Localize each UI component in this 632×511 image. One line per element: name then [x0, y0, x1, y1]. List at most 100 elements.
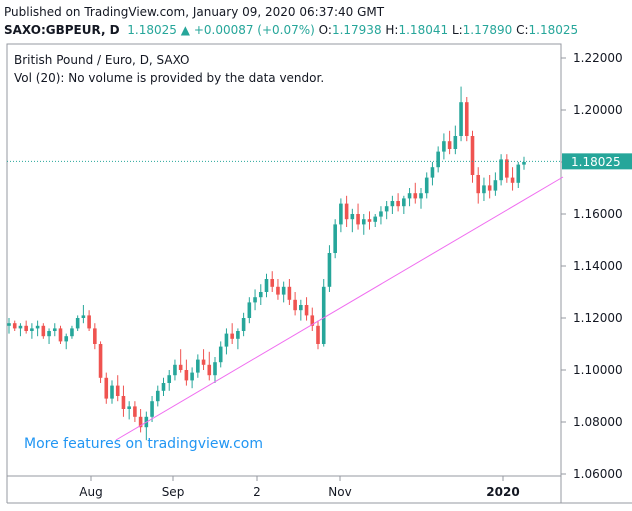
candle-body — [327, 253, 332, 287]
candle-body — [356, 214, 360, 225]
candle — [224, 328, 229, 355]
candle — [115, 375, 120, 402]
candle-body — [178, 364, 183, 370]
candle-body — [464, 102, 469, 136]
candle-body — [339, 203, 343, 225]
candle — [281, 281, 286, 303]
candle — [493, 172, 498, 196]
candle — [516, 162, 521, 188]
candle-body — [52, 328, 57, 331]
candle-body — [499, 159, 503, 181]
candle-body — [93, 328, 97, 344]
low-value: 1.17890 — [462, 23, 513, 37]
low-key: L: — [451, 23, 463, 37]
candle-body — [7, 323, 11, 326]
candle — [373, 214, 378, 227]
candle-body — [87, 315, 91, 329]
candle — [310, 307, 315, 331]
candle-body — [516, 164, 521, 183]
candle-body — [276, 286, 280, 295]
candle-body — [310, 315, 315, 326]
candle-body — [224, 333, 229, 347]
candle — [12, 320, 17, 331]
candle-body — [196, 359, 200, 373]
candle — [293, 292, 297, 316]
open-key: O: — [318, 23, 332, 37]
candle-body — [493, 180, 498, 191]
time-axis[interactable]: Aug Sep 2 Nov 2020 — [79, 476, 520, 499]
candle — [316, 320, 320, 350]
candle — [367, 211, 372, 230]
candle-body — [75, 318, 80, 329]
candle — [81, 305, 86, 324]
candle-body — [247, 302, 252, 318]
price-tick-label: 1.10000 — [573, 363, 623, 377]
candle — [413, 182, 418, 204]
candle-body — [402, 198, 406, 207]
candle-body — [173, 364, 177, 376]
candle-body — [184, 370, 189, 381]
last-price-text: 1.18025 — [571, 155, 621, 169]
candle — [390, 195, 395, 214]
candle-body — [482, 185, 486, 194]
published-caption: Published on TradingView.com, January 09… — [4, 5, 385, 19]
candle-body — [396, 201, 400, 207]
candle — [121, 385, 126, 417]
candle-body — [167, 375, 172, 383]
candle-body — [258, 292, 263, 298]
candle — [155, 385, 160, 407]
candle — [133, 401, 137, 422]
candle-body — [207, 364, 212, 376]
candle — [264, 273, 269, 298]
candle — [201, 349, 206, 370]
candles — [7, 86, 526, 441]
candle — [110, 380, 114, 404]
candle-body — [127, 406, 131, 409]
candle — [178, 349, 183, 373]
candle — [213, 357, 217, 383]
candle — [190, 367, 194, 389]
candle — [218, 341, 223, 368]
candle-body — [453, 136, 458, 149]
watermark-link[interactable]: More features on tradingview.com — [24, 436, 263, 452]
candle — [424, 172, 429, 199]
candle — [167, 370, 172, 391]
last-close: 1.18025 — [127, 23, 177, 37]
candle — [510, 167, 515, 191]
candle — [464, 97, 469, 142]
candle-body — [299, 305, 303, 311]
symbol-name: SAXO:GBPEUR, D — [4, 23, 120, 37]
candle — [350, 208, 355, 233]
candle — [93, 323, 97, 350]
trendline[interactable] — [115, 176, 564, 441]
candle — [270, 271, 275, 292]
candle — [442, 133, 446, 160]
time-tick-label: 2020 — [486, 485, 519, 499]
candle-body — [350, 214, 355, 220]
candle-body — [115, 385, 120, 396]
candle — [87, 310, 91, 331]
candle — [396, 193, 400, 212]
candle-body — [138, 416, 143, 428]
candle-body — [213, 362, 217, 376]
candle-body — [150, 401, 154, 417]
candle-body — [424, 177, 429, 194]
candle — [47, 328, 51, 344]
candle — [7, 318, 11, 334]
candle-body — [442, 141, 446, 152]
candle — [98, 341, 103, 383]
up-arrow-icon: ▲ — [180, 23, 190, 37]
candle — [258, 284, 263, 305]
candle-body — [430, 167, 435, 178]
candle — [299, 299, 303, 321]
price-axis[interactable]: 1.220001.200001.180001.160001.140001.120… — [561, 51, 623, 481]
candle-body — [98, 344, 103, 378]
candle — [321, 279, 326, 347]
candle — [499, 154, 503, 186]
candle-body — [230, 333, 234, 339]
candle-body — [241, 318, 246, 331]
time-tick-label: 2 — [253, 485, 261, 499]
candle-body — [316, 325, 320, 344]
series-title: British Pound / Euro, D, SAXO — [14, 53, 190, 67]
